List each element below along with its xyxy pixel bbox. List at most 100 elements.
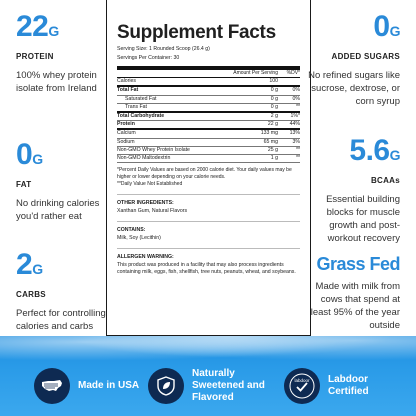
nutrient-name: Saturated Fat: [125, 95, 157, 102]
stat-description: Essential building blocks for muscle gro…: [326, 194, 400, 244]
facts-row: Total Fat 0 g 0%: [117, 87, 301, 96]
badge-text: Made in USA: [78, 380, 140, 391]
stat-label: ADDED SUGARS: [331, 52, 400, 61]
stat-unit: G: [32, 261, 43, 277]
nutrient-name: Calories: [117, 78, 137, 85]
stat-label: CARBS: [16, 290, 46, 299]
nutrient-amount: 0 g: [270, 95, 278, 102]
footer-band: Made in USA Naturally Sweetened and Flav…: [0, 336, 416, 416]
stat-fat: 0G FAT No drinking calories you'd rather…: [16, 140, 116, 223]
serving-size: Serving Size: 1 Rounded Scoop (26.4 g): [117, 46, 210, 52]
other-ingredients-text: Xanthan Gum, Natural Flavors: [117, 208, 188, 215]
facts-row: Total Carbohydrate 2 g 1%*: [117, 113, 300, 122]
stat-value: 22: [16, 10, 49, 43]
facts-row: Non-GMO Maltodextrin 1 g **: [117, 155, 300, 164]
facts-row: Sodium 65 mg 3%: [117, 139, 300, 147]
nutrient-dv: **: [295, 103, 300, 110]
facts-rows: Calories 100 Total Fat 0 g 0% Saturated Fat 0 …: [117, 78, 301, 164]
nutrient-name: Total Fat: [117, 87, 139, 94]
badge-text: Labdoor Certified: [328, 374, 369, 397]
stat-description: No drinking calories you'd rather eat: [16, 198, 100, 222]
facts-row: Non-GMO Whey Protein Isolate 25 g **: [117, 146, 300, 156]
stat-bcaas: 5.6G BCAAs Essential building blocks for…: [300, 136, 400, 245]
nutrient-amount: 133 mg: [260, 130, 278, 137]
nutrient-amount: 2 g: [270, 113, 278, 120]
nutrient-amount: 0 g: [270, 87, 278, 94]
nutrient-dv: 44%: [289, 121, 300, 128]
contains-title: CONTAINS:: [117, 227, 146, 234]
allergen-warning: ALLERGEN WARNING: This product was produ…: [117, 248, 300, 276]
nutrient-amount: 1 g: [270, 155, 278, 162]
facts-row: Calcium 133 mg 13%: [117, 130, 300, 139]
stat-grass-fed: Grass Fed Made with milk from cows that …: [300, 254, 401, 332]
header-dv: %DV*: [286, 70, 300, 76]
other-ingredients-title: OTHER INGREDIENTS:: [117, 200, 174, 207]
nutrient-amount: 65 mg: [263, 138, 278, 145]
allergen-title: ALLERGEN WARNING:: [117, 254, 174, 261]
nutrient-dv: 13%: [289, 130, 300, 137]
nutrient-dv: [278, 78, 300, 85]
stat-label: BCAAs: [370, 176, 400, 185]
badge-text: Naturally Sweetened and Flavored: [192, 368, 265, 403]
stat-description: 100% whey protein isolate from Ireland: [16, 70, 97, 94]
stat-unit: G: [389, 23, 401, 39]
nutrient-dv: **: [295, 146, 300, 153]
facts-row: Protein 22 g 44%: [117, 121, 300, 131]
nutrient-dv: 0%: [292, 95, 301, 102]
nutrient-dv: 1%*: [290, 113, 300, 120]
stat-unit: G: [48, 23, 59, 39]
facts-divider: [117, 66, 300, 70]
dv-note: *Percent Daily Values are based on 2000 …: [117, 167, 292, 181]
milk-splash: [0, 336, 416, 366]
servings-per-container: Servings Per Container: 30: [117, 55, 180, 61]
stat-description: Perfect for controlling calories and car…: [16, 308, 106, 332]
facts-row: Saturated Fat 0 g 0%: [117, 96, 300, 104]
stat-description: Made with milk from cows that spend at l…: [310, 281, 400, 331]
badge-labdoor-certified: labdoor Labdoor Certified: [284, 368, 398, 404]
contains-text: Milk, Soy (Lecithin): [117, 235, 161, 242]
nutrient-name: Protein: [117, 121, 135, 128]
nutrient-name: Non-GMO Maltodextrin: [117, 155, 171, 162]
leaf-shield-icon: [148, 368, 184, 404]
nutrient-amount: 100: [269, 78, 278, 85]
contains: CONTAINS: Milk, Soy (Lecithin): [117, 221, 300, 242]
nutrient-dv: 0%: [292, 87, 301, 94]
allergen-text: This product was produced in a facility …: [117, 262, 296, 276]
facts-row: Trans Fat 0 g **: [117, 103, 300, 114]
stat-value: 0: [373, 10, 390, 43]
stat-label: FAT: [16, 180, 32, 189]
stat-label: PROTEIN: [16, 52, 54, 61]
dv-not-established: **Daily Value Not Established: [117, 181, 183, 188]
stat-protein: 22G PROTEIN 100% whey protein isolate fr…: [16, 12, 116, 95]
facts-row: Calories 100: [117, 78, 300, 88]
stat-value: Grass Fed: [316, 254, 400, 274]
facts-header-row: Amount Per Serving %DV*: [117, 70, 300, 79]
nutrient-name: Non-GMO Whey Protein Isolate: [117, 146, 190, 153]
badge-naturally-sweetened: Naturally Sweetened and Flavored: [148, 368, 288, 404]
nutrient-name: Total Carbohydrate: [117, 113, 165, 120]
usa-map-icon: [34, 368, 70, 404]
nutrient-name: Calcium: [117, 130, 136, 137]
header-amount: Amount Per Serving: [233, 70, 278, 76]
nutrient-amount: 0 g: [270, 103, 278, 110]
nutrient-amount: 25 g: [267, 146, 278, 153]
nutrient-name: Sodium: [117, 138, 135, 145]
stat-value: 5.6: [349, 134, 390, 167]
stat-unit: G: [32, 151, 43, 167]
stat-description: No refined sugars like sucrose, dextrose…: [308, 70, 400, 107]
stat-value: 0: [16, 138, 33, 171]
supplement-facts-panel: Supplement Facts Serving Size: 1 Rounded…: [106, 0, 311, 336]
badge-made-in-usa: Made in USA: [34, 368, 148, 404]
labdoor-icon: labdoor: [284, 368, 320, 404]
stat-added-sugars: 0G ADDED SUGARS No refined sugars like s…: [300, 12, 400, 108]
labdoor-icon-text: labdoor: [294, 378, 310, 383]
stat-value: 2: [16, 248, 33, 281]
other-ingredients: OTHER INGREDIENTS: Xanthan Gum, Natural …: [117, 194, 300, 215]
stat-unit: G: [389, 147, 401, 163]
facts-title: Supplement Facts: [117, 22, 276, 43]
nutrient-dv: **: [295, 155, 300, 162]
stat-carbs: 2G CARBS Perfect for controlling calorie…: [16, 250, 116, 333]
nutrient-name: Trans Fat: [125, 103, 148, 110]
nutrient-amount: 22 g: [267, 121, 278, 128]
nutrient-dv: 3%: [292, 138, 301, 145]
